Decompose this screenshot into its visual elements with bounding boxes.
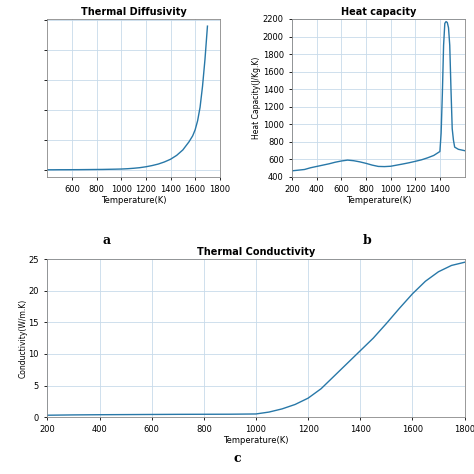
X-axis label: Temperature(K): Temperature(K) <box>346 196 411 205</box>
Title: Heat capacity: Heat capacity <box>341 7 416 17</box>
Text: c: c <box>233 452 241 465</box>
Y-axis label: Heat Capacity(J/Kg.K): Heat Capacity(J/Kg.K) <box>252 57 261 139</box>
Text: a: a <box>102 234 111 247</box>
Title: Thermal Diffusivity: Thermal Diffusivity <box>81 7 186 17</box>
Y-axis label: Conductivity(W/m.K): Conductivity(W/m.K) <box>18 299 27 378</box>
Text: b: b <box>363 234 372 247</box>
X-axis label: Temperature(K): Temperature(K) <box>223 436 289 445</box>
X-axis label: Temperature(K): Temperature(K) <box>101 196 166 205</box>
Title: Thermal Conductivity: Thermal Conductivity <box>197 247 315 257</box>
